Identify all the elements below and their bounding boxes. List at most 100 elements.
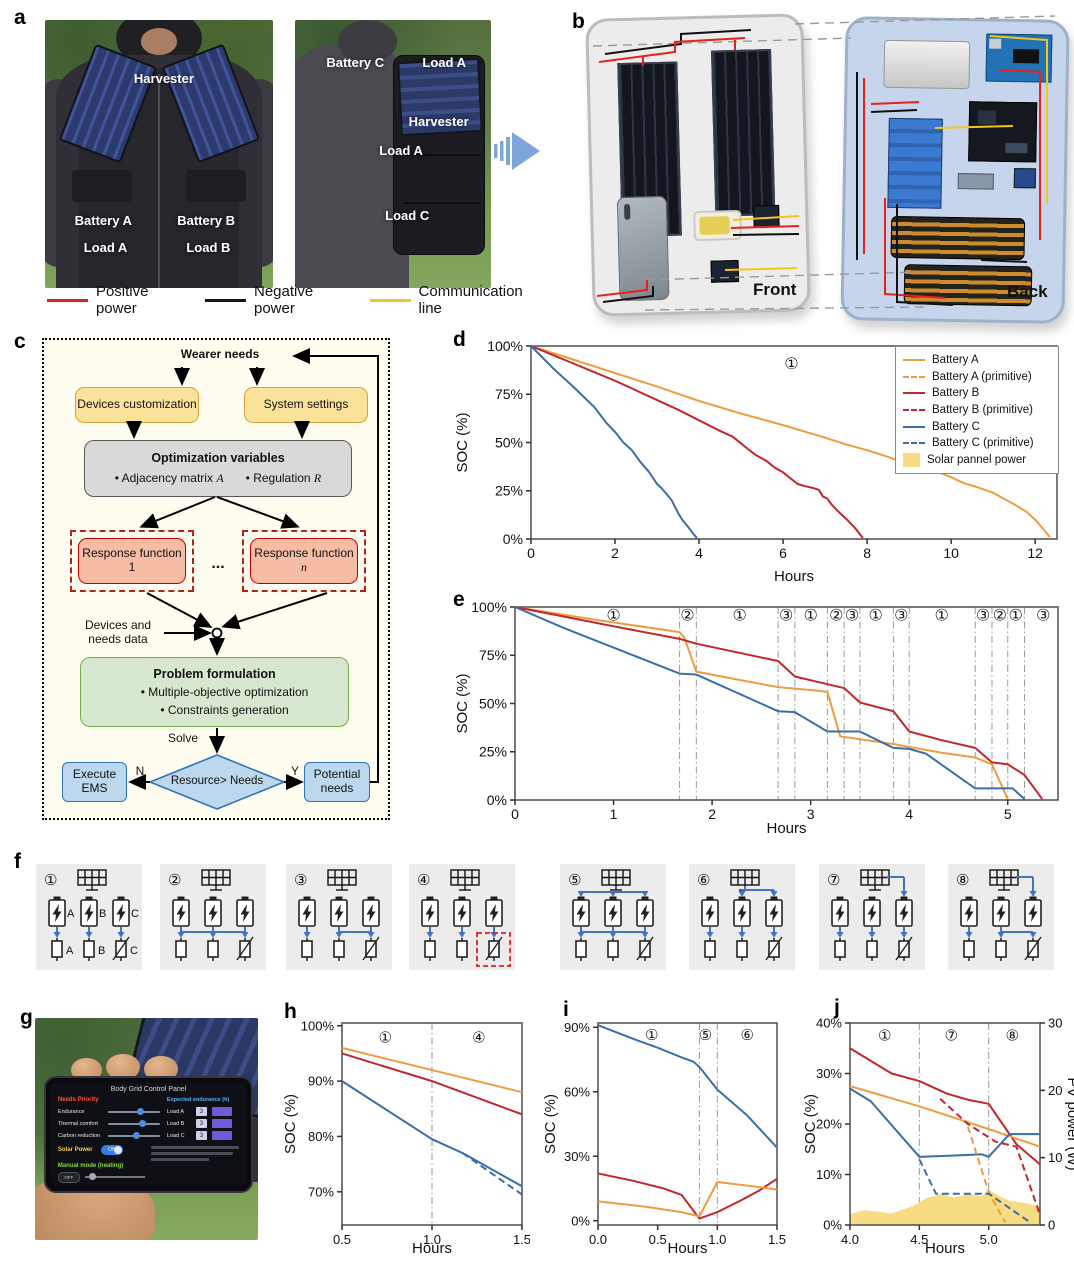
label-load-a-mid: Load A	[379, 143, 423, 159]
solar-panel-icon	[601, 869, 631, 891]
legend-item: Battery A (primitive)	[903, 369, 1051, 386]
y-tick-label: 10%	[816, 1167, 842, 1182]
zipper-line	[158, 73, 161, 288]
chart-svg-d: 0 2 4 6 8 10 12 0% 25% 50% 75% 100% ① Hours SOC (%)	[454, 338, 1058, 585]
bullet-constraints: Constraints generation	[160, 703, 288, 717]
config-number: ④	[417, 871, 430, 889]
board-module-2	[710, 259, 740, 283]
slider-track	[107, 1108, 160, 1116]
side-hood-shape	[338, 20, 397, 63]
send-button	[211, 1107, 232, 1117]
needs-priority-label: Needs Priority	[57, 1096, 99, 1103]
label-load-a-front: Load A	[83, 239, 128, 255]
battery-icon	[421, 896, 439, 927]
solar-power-toggle: ON	[100, 1144, 123, 1155]
legend-item: Communication line	[369, 283, 547, 317]
legend-swatch	[903, 425, 925, 428]
annotation-circled-number: ④	[472, 1028, 485, 1046]
x-tick-label: 3	[807, 806, 815, 822]
send-button	[211, 1131, 232, 1141]
legend-swatch	[205, 298, 246, 302]
x-tick-label: 4.5	[910, 1232, 928, 1247]
y-tick-label: 100%	[471, 599, 507, 615]
series-battery-c	[849, 1087, 1040, 1158]
battery-icon	[765, 896, 783, 927]
label-battery-a: Battery A	[74, 212, 132, 228]
config-cell-6: ⑥	[689, 864, 795, 970]
series-battery-c-primitive-	[462, 1152, 523, 1196]
load-icon	[112, 936, 130, 961]
legend-swatch	[369, 298, 411, 302]
x-tick-label: 1	[610, 806, 618, 822]
pocket-right	[186, 170, 246, 203]
x-tick-label: 0.5	[333, 1232, 351, 1247]
series-battery-b	[849, 1047, 1041, 1166]
y-tick-label: 30%	[816, 1066, 842, 1081]
label-battery-b: Battery B	[177, 212, 236, 228]
legend-label: Battery A (primitive)	[932, 370, 1032, 383]
problem-title: Problem formulation	[153, 666, 276, 681]
legend-item: Negative power	[205, 283, 356, 317]
front-board	[585, 13, 811, 317]
battery-icon	[895, 896, 913, 927]
y-axis-label: SOC (%)	[454, 673, 471, 733]
label-harvester-front: Harvester	[133, 70, 194, 86]
bullet-adjacency: Adjacency matrix A	[115, 471, 224, 486]
annotation-circled-number: ①	[869, 606, 883, 625]
legend-item: Positive power	[47, 283, 191, 317]
load-value: 3	[195, 1107, 207, 1117]
legend-item: Battery B	[903, 385, 1051, 402]
y-tick-label: 25%	[495, 483, 523, 499]
load-icon	[895, 936, 913, 961]
node-devices-needs-data: Devices and needs data	[84, 618, 152, 646]
send-button	[211, 1119, 232, 1129]
config-diagram: ⑧	[956, 869, 1042, 961]
panel-label-i: i	[563, 998, 569, 1021]
load-icon	[607, 938, 619, 961]
chart-soc-switching: 0 1 2 3 4 5 0% 25% 50% 75% 100% ① ② ① ③ ① ② ③ ① ③ ① ③ ② ① ③ Hours…	[452, 592, 1074, 840]
config-number: ③	[294, 871, 307, 889]
series-battery-a	[514, 606, 1009, 800]
load-icon	[175, 938, 187, 961]
label-load-c: Load C	[385, 207, 430, 223]
photo-control-app: Body Grid Control Panel Needs Priority E…	[35, 1018, 258, 1240]
battery-icon	[992, 896, 1010, 927]
load-icon	[485, 936, 503, 961]
y-tick-label: 0%	[487, 792, 507, 808]
x-tick-label: 5.0	[980, 1232, 998, 1247]
load-icon	[834, 938, 846, 961]
board-module-1	[753, 204, 780, 228]
load-label: A	[66, 945, 74, 957]
series-battery-c	[597, 1024, 778, 1149]
right-tick-label: 10	[1048, 1150, 1062, 1165]
finger-2	[106, 1053, 140, 1081]
annotation-circled-number: ①	[1008, 606, 1022, 625]
annotation-circled-number: ⑦	[945, 1027, 958, 1045]
config-diagram: ③	[294, 869, 380, 961]
node-execute-ems: Execute EMS	[62, 762, 127, 802]
battery-icon	[453, 896, 471, 927]
legend-swatch	[903, 392, 925, 395]
legend-label: Solar pannel power	[927, 453, 1027, 466]
x-tick-label: 6	[779, 545, 787, 561]
node-response-function-n: Response function n	[250, 538, 358, 584]
y-tick-label: 80%	[308, 1129, 334, 1144]
load-icon	[83, 938, 95, 961]
series-battery-c-primitive-	[918, 1158, 1031, 1224]
legend-item: Battery C (primitive)	[903, 435, 1051, 452]
annotation-circled-number: ①	[803, 606, 817, 625]
board-heater-1	[890, 215, 1026, 261]
annotation-circled-number: ①	[606, 606, 620, 625]
legend-label: Positive power	[95, 283, 149, 317]
legend-swatch	[903, 375, 925, 378]
config-number: ①	[44, 871, 57, 889]
flowchart-panel: Wearer needs Devices customization Syste…	[42, 338, 390, 820]
legend-swatch	[903, 409, 925, 412]
solar-panel-icon	[201, 869, 231, 891]
annotation-circled-number: ①	[378, 1028, 391, 1046]
load-icon	[301, 938, 313, 961]
load-label: Load B	[166, 1120, 185, 1127]
label-load-b: Load B	[186, 239, 231, 255]
priority-slider-row: Thermal comfort	[58, 1118, 160, 1130]
battery-icon	[48, 896, 66, 927]
